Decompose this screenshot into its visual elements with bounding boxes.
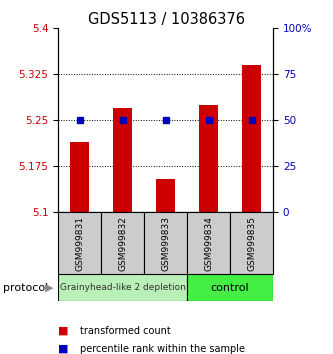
Bar	[199, 105, 218, 212]
Bar	[242, 65, 261, 212]
Text: transformed count: transformed count	[80, 326, 171, 336]
Text: control: control	[211, 282, 249, 293]
Bar	[58, 274, 187, 301]
Text: protocol: protocol	[3, 282, 49, 293]
Bar	[70, 142, 90, 212]
Text: GDS5113 / 10386376: GDS5113 / 10386376	[88, 12, 245, 27]
Text: GSM999835: GSM999835	[247, 216, 256, 271]
Text: ■: ■	[58, 344, 69, 354]
Bar	[230, 212, 273, 274]
Text: percentile rank within the sample: percentile rank within the sample	[80, 344, 245, 354]
Bar	[113, 108, 133, 212]
Bar	[144, 212, 187, 274]
Bar	[187, 212, 230, 274]
Text: GSM999831: GSM999831	[75, 216, 84, 271]
Bar	[156, 179, 175, 212]
Text: ■: ■	[58, 326, 69, 336]
Text: GSM999832: GSM999832	[118, 216, 127, 271]
Bar	[101, 212, 144, 274]
Bar	[58, 212, 101, 274]
Bar	[187, 274, 273, 301]
Text: Grainyhead-like 2 depletion: Grainyhead-like 2 depletion	[60, 283, 186, 292]
Text: ▶: ▶	[45, 282, 54, 293]
Text: GSM999833: GSM999833	[161, 216, 170, 271]
Text: GSM999834: GSM999834	[204, 216, 213, 271]
